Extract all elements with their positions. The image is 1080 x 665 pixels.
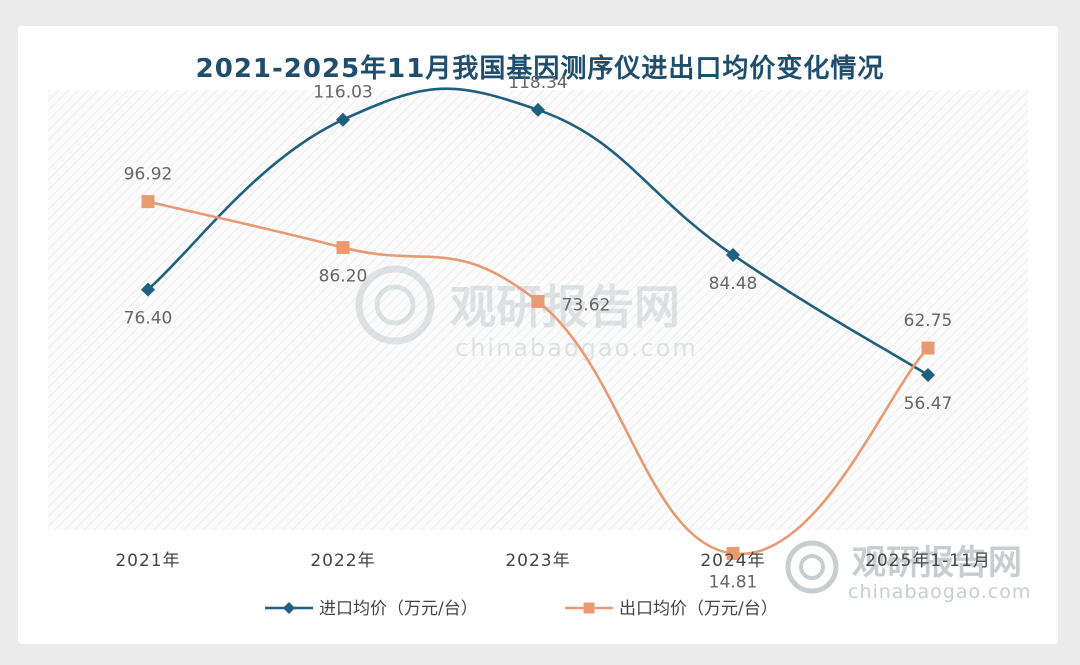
series-1-data-label-3: 14.81: [709, 573, 758, 593]
watermark-corner-site: chinabaogao.com: [848, 581, 1031, 603]
legend-label-1: 出口均价（万元/台）: [619, 599, 778, 619]
series-1-point-0: [141, 195, 155, 209]
series-0-data-label-3: 84.48: [709, 274, 758, 294]
x-tick-label-3: 2024年: [700, 551, 765, 571]
watermark-brand: 观研报告网: [450, 280, 680, 334]
series-line-1: [147, 200, 929, 555]
series-0-data-label-2: 118.34: [508, 73, 567, 93]
x-tick-label-2: 2023年: [505, 551, 570, 571]
series-0-data-label-0: 76.40: [124, 309, 173, 329]
legend-marker-0: [283, 602, 295, 614]
series-0-data-label-1: 116.03: [313, 83, 372, 103]
series-1-point-2: [531, 294, 545, 308]
legend-label-0: 进口均价（万元/台）: [319, 599, 478, 619]
x-tick-label-0: 2021年: [115, 551, 180, 571]
watermark-corner-brand: 观研报告网: [852, 543, 1022, 583]
series-0-point-4: [921, 367, 935, 382]
plot-area: [48, 90, 1028, 530]
series-1-data-label-1: 86.20: [319, 267, 368, 287]
series-0-point-2: [531, 102, 545, 117]
legend-marker-1: [583, 602, 595, 614]
x-tick-label-1: 2022年: [310, 551, 375, 571]
series-1-data-label-4: 62.75: [904, 311, 953, 331]
watermark-corner-logo-icon: [785, 540, 839, 594]
series-0-point-1: [336, 112, 350, 127]
series-1-point-1: [336, 241, 350, 255]
x-tick-label-4: 2025年1-11月: [865, 551, 991, 571]
series-0-data-label-4: 56.47: [904, 394, 953, 414]
watermark-center: 观研报告网 chinabaogao.com: [355, 265, 698, 362]
series-0-point-0: [141, 282, 155, 297]
series-1-point-4: [921, 341, 935, 355]
chart-title: 2021-2025年11月我国基因测序仪进出口均价变化情况: [195, 54, 885, 84]
series-1-data-label-0: 96.92: [124, 165, 173, 185]
watermark-site: chinabaogao.com: [455, 334, 698, 362]
watermark-logo-icon: [355, 265, 435, 345]
watermark-corner: 观研报告网 chinabaogao.com: [785, 540, 1031, 603]
series-1-data-label-2: 73.62: [562, 295, 611, 315]
series-1-point-3: [726, 547, 740, 561]
series-0-point-3: [726, 247, 740, 262]
